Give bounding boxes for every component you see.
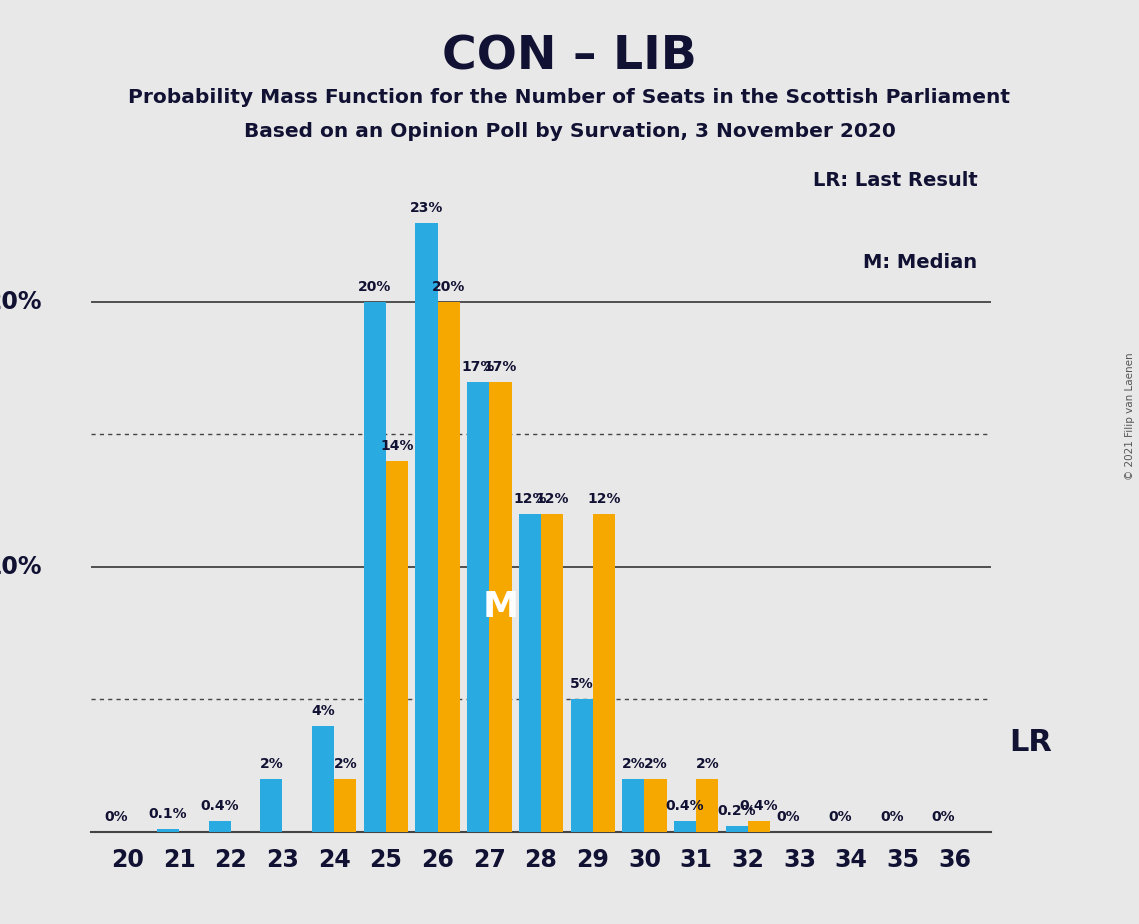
Text: © 2021 Filip van Laenen: © 2021 Filip van Laenen [1125, 352, 1134, 480]
Text: 0%: 0% [828, 809, 852, 823]
Bar [726, 826, 748, 832]
Text: 20%: 20% [432, 280, 466, 294]
Bar [490, 382, 511, 832]
Bar [541, 514, 564, 832]
Text: 4%: 4% [311, 704, 335, 718]
Text: 20%: 20% [0, 290, 42, 314]
Text: 0.2%: 0.2% [718, 805, 756, 819]
Text: 2%: 2% [622, 757, 645, 771]
Bar [592, 514, 615, 832]
Text: 2%: 2% [644, 757, 667, 771]
Text: 0%: 0% [777, 809, 801, 823]
Text: 14%: 14% [380, 439, 413, 453]
Text: LR: LR [1009, 727, 1051, 757]
Bar [571, 699, 592, 832]
Bar [748, 821, 770, 832]
Text: LR: Last Result: LR: Last Result [813, 171, 977, 189]
Text: Based on an Opinion Poll by Survation, 3 November 2020: Based on an Opinion Poll by Survation, 3… [244, 122, 895, 141]
Bar [437, 302, 460, 832]
Text: 0.4%: 0.4% [665, 799, 704, 813]
Text: 12%: 12% [587, 492, 621, 506]
Text: 12%: 12% [514, 492, 547, 506]
Text: 17%: 17% [461, 359, 494, 373]
Bar [674, 821, 696, 832]
Text: 5%: 5% [570, 677, 593, 691]
Bar [416, 223, 437, 832]
Text: 0%: 0% [105, 809, 128, 823]
Text: 17%: 17% [484, 359, 517, 373]
Text: 0%: 0% [932, 809, 956, 823]
Text: 12%: 12% [535, 492, 568, 506]
Bar [334, 779, 357, 832]
Bar [312, 725, 334, 832]
Text: 2%: 2% [696, 757, 719, 771]
Text: 0.4%: 0.4% [200, 799, 239, 813]
Text: M: M [483, 590, 518, 624]
Bar [645, 779, 666, 832]
Text: 20%: 20% [358, 280, 392, 294]
Text: 0.1%: 0.1% [148, 807, 187, 821]
Text: 23%: 23% [410, 201, 443, 214]
Bar [157, 829, 179, 832]
Text: 0%: 0% [880, 809, 903, 823]
Bar [467, 382, 490, 832]
Text: 2%: 2% [260, 757, 284, 771]
Text: 2%: 2% [334, 757, 358, 771]
Text: M: Median: M: Median [863, 253, 977, 273]
Text: 10%: 10% [0, 554, 42, 578]
Bar [208, 821, 231, 832]
Bar [363, 302, 386, 832]
Bar [518, 514, 541, 832]
Text: 0.4%: 0.4% [739, 799, 778, 813]
Bar [386, 461, 408, 832]
Text: Probability Mass Function for the Number of Seats in the Scottish Parliament: Probability Mass Function for the Number… [129, 88, 1010, 107]
Text: CON – LIB: CON – LIB [442, 34, 697, 79]
Bar [622, 779, 645, 832]
Bar [696, 779, 719, 832]
Bar [260, 779, 282, 832]
